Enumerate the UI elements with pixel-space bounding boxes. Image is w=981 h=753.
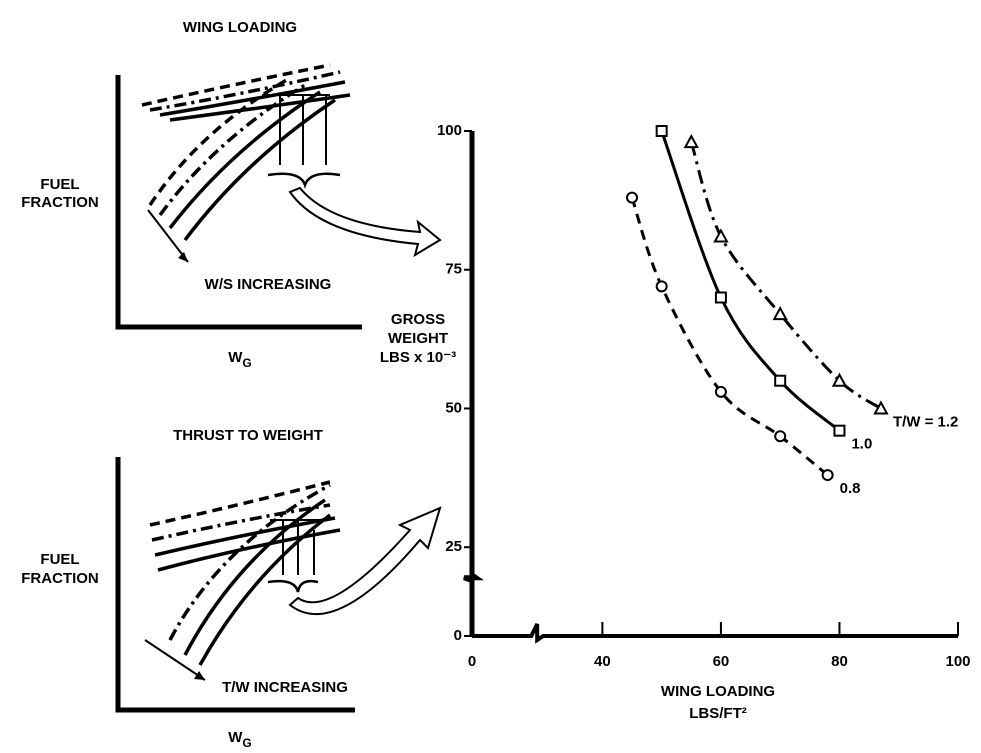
arrow <box>144 639 206 681</box>
y-axis <box>463 131 484 636</box>
x-axis-label: LBS/FT² <box>689 705 747 722</box>
marker <box>774 430 787 443</box>
brace <box>267 579 319 593</box>
panel-wing-loading: WING LOADING FUEL FRACTION WG W/S INCREA… <box>21 19 442 370</box>
series-label: 1.0 <box>851 436 872 453</box>
arrow-head <box>178 252 188 262</box>
marker <box>774 374 787 387</box>
marker <box>713 228 729 243</box>
guide-lines <box>262 94 330 165</box>
big-arrow <box>288 506 442 615</box>
curve <box>183 98 336 242</box>
x-tick-label: 80 <box>831 653 848 670</box>
curve <box>159 80 346 117</box>
marker <box>714 385 727 398</box>
x-tick-label: 100 <box>945 653 970 670</box>
curve <box>151 503 331 542</box>
x-label-sub: G <box>242 736 251 750</box>
x-label-main: W <box>228 349 243 366</box>
marker <box>772 306 788 321</box>
x-axis-label: WING LOADING <box>661 683 775 700</box>
series-label: 0.8 <box>840 480 861 497</box>
series-label: T/W = 1.2 <box>893 413 958 430</box>
y-axis-label: LBS x 10⁻³ <box>380 349 456 366</box>
curve <box>154 516 336 557</box>
curve <box>198 513 332 666</box>
y-axis-label: GROSS <box>391 311 445 328</box>
x-label-sub: G <box>242 356 251 370</box>
y-label: FRACTION <box>21 194 99 211</box>
x-label-main: W <box>228 729 243 746</box>
guide-lines <box>270 519 320 575</box>
axes <box>115 75 362 330</box>
curve <box>157 528 341 572</box>
x-label: WG <box>228 349 252 370</box>
main-chart: 0 25 50 75 100 0 40 60 80 100 GROSS WEIGHT LBS x 10⁻… <box>380 122 971 722</box>
curve <box>149 70 341 112</box>
curve <box>158 83 306 217</box>
x-tick-label: 0 <box>468 653 476 670</box>
marker <box>873 400 889 415</box>
y-label: FRACTION <box>21 570 99 587</box>
y-tick-label: 25 <box>445 538 462 555</box>
y-label: FUEL <box>40 176 79 193</box>
series-line <box>689 141 882 410</box>
curve <box>141 63 331 107</box>
curve <box>183 498 326 656</box>
annotation: W/S INCREASING <box>205 276 332 293</box>
marker <box>626 191 639 204</box>
y-tick-label: 0 <box>454 627 462 644</box>
x-axis <box>472 623 958 644</box>
marker <box>833 424 846 437</box>
marker <box>655 125 668 137</box>
marker <box>683 134 699 149</box>
y-label: FUEL <box>40 551 79 568</box>
curve <box>168 90 321 230</box>
annotation: T/W INCREASING <box>222 679 348 696</box>
y-tick-label: 100 <box>437 122 462 139</box>
marker <box>714 291 727 304</box>
axes <box>115 457 355 713</box>
series-line <box>660 130 841 432</box>
series-line <box>630 197 829 477</box>
curve <box>148 76 291 206</box>
marker <box>655 280 668 293</box>
x-label: WG <box>228 729 252 750</box>
brace <box>267 172 341 189</box>
arrow-head <box>194 671 205 680</box>
y-tick-label: 50 <box>445 399 462 416</box>
arrow <box>147 209 189 263</box>
big-arrow <box>288 186 442 258</box>
panel-thrust-weight: THRUST TO WEIGHT FUEL FRACTION WG T/W IN… <box>21 427 442 750</box>
marker <box>831 372 848 387</box>
x-tick-label: 60 <box>713 653 730 670</box>
marker <box>821 469 834 482</box>
y-axis-label: WEIGHT <box>388 330 448 347</box>
curve <box>168 483 331 641</box>
panel-title: THRUST TO WEIGHT <box>173 427 323 444</box>
curve <box>169 93 351 122</box>
panel-title: WING LOADING <box>183 19 297 36</box>
x-tick-label: 40 <box>594 653 611 670</box>
y-tick-label: 75 <box>445 261 462 278</box>
curve <box>149 480 331 527</box>
